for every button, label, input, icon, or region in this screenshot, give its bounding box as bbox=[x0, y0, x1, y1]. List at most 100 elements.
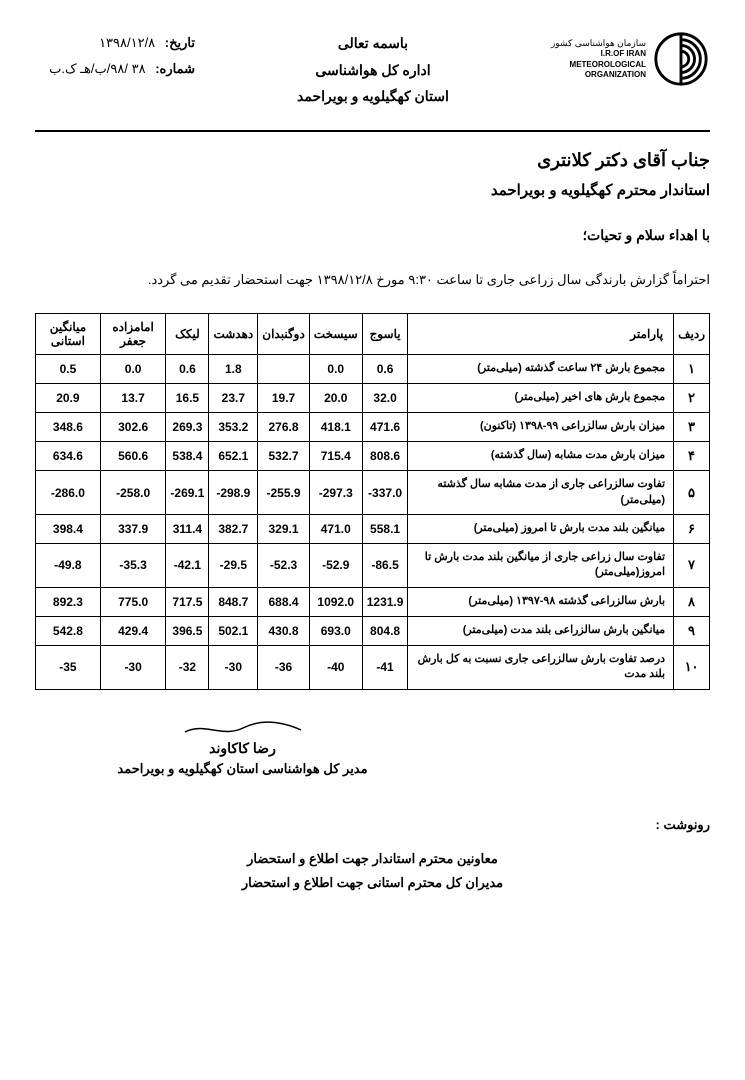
cell-value: -337.0 bbox=[362, 471, 408, 515]
cell-idx: ۴ bbox=[674, 442, 710, 471]
cell-value: 693.0 bbox=[309, 616, 362, 645]
cell-value: 538.4 bbox=[166, 442, 209, 471]
cell-idx: ۱۰ bbox=[674, 645, 710, 689]
cell-value: 652.1 bbox=[209, 442, 258, 471]
cell-param: مجموع بارش های اخیر (میلی‌متر) bbox=[408, 384, 674, 413]
cell-value: -52.3 bbox=[258, 543, 310, 587]
table-row: ۵تفاوت سالزراعی جاری از مدت مشابه سال گذ… bbox=[36, 471, 710, 515]
signature-block: رضا کاکاوند مدیر کل هواشناسی استان کهگیل… bbox=[35, 720, 710, 777]
col-station: سیسخت bbox=[309, 314, 362, 355]
cell-value: -30 bbox=[209, 645, 258, 689]
cell-value: 276.8 bbox=[258, 413, 310, 442]
cell-value: 337.9 bbox=[100, 514, 166, 543]
cell-value: 429.4 bbox=[100, 616, 166, 645]
cell-value: 418.1 bbox=[309, 413, 362, 442]
cell-value: -286.0 bbox=[36, 471, 101, 515]
cell-value: 0.5 bbox=[36, 355, 101, 384]
table-row: ۲مجموع بارش های اخیر (میلی‌متر)32.020.01… bbox=[36, 384, 710, 413]
cell-idx: ۳ bbox=[674, 413, 710, 442]
table-header-row: ردیفپارامتریاسوجسیسختدوگنبداندهدشتلیککام… bbox=[36, 314, 710, 355]
document-header: سازمان هواشناسی کشور I.R.OF IRAN METEORO… bbox=[35, 30, 710, 110]
cell-value: 13.7 bbox=[100, 384, 166, 413]
cc-block: رونوشت : معاونین محترم استاندار جهت اطلا… bbox=[35, 817, 710, 896]
cell-value: 634.6 bbox=[36, 442, 101, 471]
org-en3: ORGANIZATION bbox=[551, 70, 646, 80]
cell-param: میزان بارش مدت مشابه (سال گذشته) bbox=[408, 442, 674, 471]
cell-value: 398.4 bbox=[36, 514, 101, 543]
cell-value: 19.7 bbox=[258, 384, 310, 413]
table-row: ۶میانگین بلند مدت بارش تا امروز (میلی‌مت… bbox=[36, 514, 710, 543]
col-idx: ردیف bbox=[674, 314, 710, 355]
cell-param: بارش سالزراعی گذشته ۹۸-۱۳۹۷ (میلی‌متر) bbox=[408, 587, 674, 616]
table-row: ۱مجموع بارش ۲۴ ساعت گذشته (میلی‌متر)0.60… bbox=[36, 355, 710, 384]
cell-value: 688.4 bbox=[258, 587, 310, 616]
cell-value: 532.7 bbox=[258, 442, 310, 471]
cell-idx: ۹ bbox=[674, 616, 710, 645]
cell-value: -86.5 bbox=[362, 543, 408, 587]
dept-name: اداره کل هواشناسی bbox=[195, 57, 551, 84]
cell-param: درصد تفاوت بارش سالزراعی جاری نسبت به کل… bbox=[408, 645, 674, 689]
header-separator bbox=[35, 130, 710, 132]
table-head: ردیفپارامتریاسوجسیسختدوگنبداندهدشتلیککام… bbox=[36, 314, 710, 355]
cell-value: 20.0 bbox=[309, 384, 362, 413]
cell-value: 430.8 bbox=[258, 616, 310, 645]
cell-param: میانگین بارش سالزراعی بلند مدت (میلی‌متر… bbox=[408, 616, 674, 645]
cell-value: 1231.9 bbox=[362, 587, 408, 616]
cell-value: 775.0 bbox=[100, 587, 166, 616]
cell-value: 311.4 bbox=[166, 514, 209, 543]
cell-value: 542.8 bbox=[36, 616, 101, 645]
cell-value: 892.3 bbox=[36, 587, 101, 616]
cell-value: -35.3 bbox=[100, 543, 166, 587]
col-station: لیکک bbox=[166, 314, 209, 355]
cell-value: 717.5 bbox=[166, 587, 209, 616]
number-value: ۳۸ /۹۸/ب/هـ ک.ب bbox=[49, 61, 145, 76]
cell-value: 396.5 bbox=[166, 616, 209, 645]
signer-name: رضا کاکاوند bbox=[35, 740, 450, 757]
cell-idx: ۶ bbox=[674, 514, 710, 543]
cell-value: 1092.0 bbox=[309, 587, 362, 616]
cell-value: 382.7 bbox=[209, 514, 258, 543]
cell-value: -36 bbox=[258, 645, 310, 689]
cell-value: 558.1 bbox=[362, 514, 408, 543]
table-row: ۹میانگین بارش سالزراعی بلند مدت (میلی‌مت… bbox=[36, 616, 710, 645]
col-station: یاسوج bbox=[362, 314, 408, 355]
cell-value: -40 bbox=[309, 645, 362, 689]
meteorology-logo-icon bbox=[652, 30, 710, 88]
addressee-title: جناب آقای دکتر کلانتری bbox=[35, 150, 710, 171]
table-row: ۳میزان بارش سالزراعی ۹۹-۱۳۹۸ (تاکنون)471… bbox=[36, 413, 710, 442]
org-logo-block: سازمان هواشناسی کشور I.R.OF IRAN METEORO… bbox=[551, 30, 710, 88]
date-value: ۱۳۹۸/۱۲/۸ bbox=[99, 35, 155, 50]
cell-value: -52.9 bbox=[309, 543, 362, 587]
cell-idx: ۸ bbox=[674, 587, 710, 616]
cell-value: -42.1 bbox=[166, 543, 209, 587]
cell-value: 0.6 bbox=[362, 355, 408, 384]
cell-value: -29.5 bbox=[209, 543, 258, 587]
cell-value: 16.5 bbox=[166, 384, 209, 413]
cell-idx: ۲ bbox=[674, 384, 710, 413]
cell-value: -269.1 bbox=[166, 471, 209, 515]
cell-value: -297.3 bbox=[309, 471, 362, 515]
org-en2: METEOROLOGICAL bbox=[551, 60, 646, 70]
cell-value bbox=[258, 355, 310, 384]
cell-value: 471.6 bbox=[362, 413, 408, 442]
cc-list: معاونین محترم استاندار جهت اطلاع و استحض… bbox=[35, 847, 710, 896]
cell-value: -258.0 bbox=[100, 471, 166, 515]
province-name: استان کهگیلویه و بویراحمد bbox=[195, 83, 551, 110]
signer-title: مدیر کل هواشناسی استان کهگیلویه و بویراح… bbox=[35, 761, 450, 777]
cell-value: -298.9 bbox=[209, 471, 258, 515]
cell-value: 32.0 bbox=[362, 384, 408, 413]
table-row: ۱۰درصد تفاوت بارش سالزراعی جاری نسبت به … bbox=[36, 645, 710, 689]
cell-value: -32 bbox=[166, 645, 209, 689]
rainfall-table: ردیفپارامتریاسوجسیسختدوگنبداندهدشتلیککام… bbox=[35, 313, 710, 689]
cell-value: -30 bbox=[100, 645, 166, 689]
cell-value: 502.1 bbox=[209, 616, 258, 645]
cell-idx: ۷ bbox=[674, 543, 710, 587]
cell-value: 1.8 bbox=[209, 355, 258, 384]
cell-value: 808.6 bbox=[362, 442, 408, 471]
doc-meta: تاریخ: ۱۳۹۸/۱۲/۸ شماره: ۳۸ /۹۸/ب/هـ ک.ب bbox=[35, 30, 195, 82]
cell-idx: ۵ bbox=[674, 471, 710, 515]
table-row: ۷تفاوت سال زراعی جاری از میانگین بلند مد… bbox=[36, 543, 710, 587]
col-station: دهدشت bbox=[209, 314, 258, 355]
cell-param: تفاوت سال زراعی جاری از میانگین بلند مدت… bbox=[408, 543, 674, 587]
cell-param: تفاوت سالزراعی جاری از مدت مشابه سال گذش… bbox=[408, 471, 674, 515]
